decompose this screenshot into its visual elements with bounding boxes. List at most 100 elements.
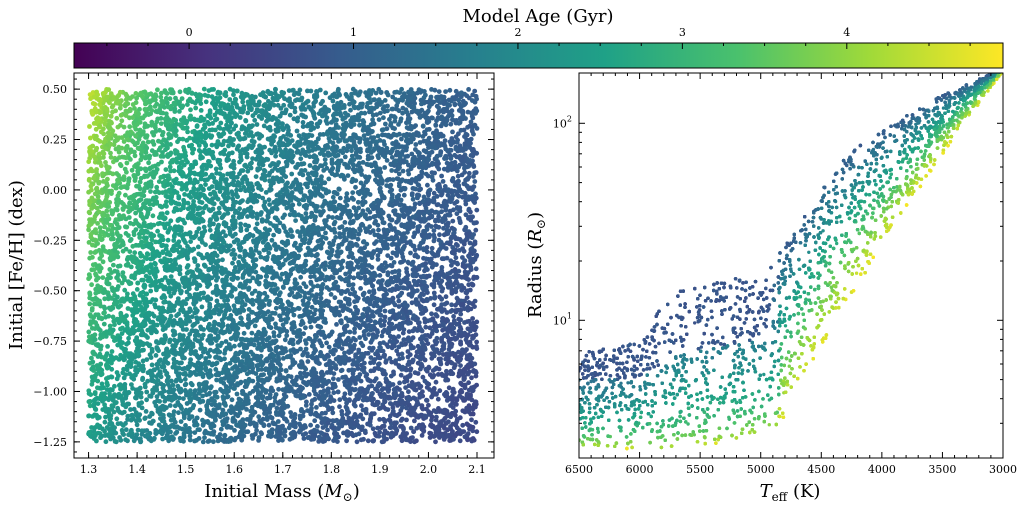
scatter-point	[416, 381, 421, 387]
scatter-point	[396, 268, 402, 274]
scatter-point	[87, 274, 93, 280]
scatter-point	[171, 238, 177, 243]
scatter-point	[286, 88, 292, 93]
scatter-point	[176, 410, 181, 416]
scatter-point	[279, 239, 285, 245]
scatter-point	[401, 426, 406, 432]
scatter-point	[412, 201, 418, 207]
scatter-point	[303, 211, 309, 216]
scatter-point	[438, 360, 443, 366]
scatter-point	[153, 125, 158, 130]
scatter-point	[94, 167, 99, 172]
scatter-point	[154, 345, 160, 350]
scatter-point	[298, 322, 304, 327]
scatter-point	[449, 302, 454, 308]
scatter-point	[346, 410, 351, 415]
scatter-point	[367, 209, 373, 215]
scatter-point	[376, 266, 382, 272]
scatter-point	[323, 230, 328, 236]
scatter-point	[90, 254, 95, 260]
scatter-point	[278, 367, 284, 373]
scatter-point	[218, 120, 224, 126]
scatter-point	[95, 378, 101, 384]
scatter-point	[227, 329, 233, 335]
scatter-point	[271, 330, 277, 335]
scatter-point	[449, 262, 454, 268]
scatter-point	[288, 227, 293, 233]
scatter-point	[422, 89, 427, 94]
scatter-point	[326, 299, 332, 305]
scatter-point	[158, 94, 164, 100]
scatter-point	[194, 315, 200, 321]
scatter-point	[158, 121, 164, 126]
scatter-point	[382, 165, 388, 170]
scatter-point	[378, 425, 384, 431]
scatter-point	[443, 377, 448, 383]
scatter-point	[474, 339, 479, 345]
scatter-point	[338, 249, 344, 255]
scatter-point	[377, 273, 383, 278]
scatter-point	[113, 108, 118, 114]
scatter-point	[154, 167, 160, 172]
scatter-point	[241, 330, 247, 336]
scatter-point	[185, 200, 191, 206]
scatter-point	[471, 164, 477, 170]
scatter-point	[358, 286, 363, 291]
scatter-point	[144, 357, 150, 362]
scatter-point	[354, 264, 360, 269]
scatter-point	[390, 177, 396, 183]
scatter-point	[441, 218, 446, 224]
scatter-point	[218, 387, 223, 392]
scatter-point	[149, 237, 155, 243]
scatter-point	[361, 436, 366, 442]
scatter-point	[217, 90, 223, 96]
scatter-point	[296, 253, 302, 259]
scatter-point	[326, 344, 332, 350]
scatter-point	[315, 283, 320, 289]
scatter-point	[381, 353, 387, 359]
scatter-point	[335, 168, 341, 173]
scatter-point	[182, 376, 188, 382]
scatter-point	[367, 230, 373, 235]
scatter-point	[187, 96, 193, 102]
scatter-point	[177, 89, 183, 95]
scatter-point	[275, 102, 281, 108]
scatter-point	[108, 150, 113, 156]
scatter-point	[377, 110, 383, 116]
scatter-point	[110, 387, 115, 393]
scatter-point	[215, 335, 221, 341]
scatter-point	[109, 349, 115, 354]
scatter-point	[114, 416, 120, 422]
scatter-point	[189, 414, 195, 419]
scatter-point	[125, 329, 131, 335]
scatter-point	[134, 95, 140, 101]
scatter-point	[362, 245, 367, 251]
scatter-point	[431, 228, 437, 234]
scatter-point	[323, 410, 328, 416]
scatter-point	[229, 150, 235, 156]
scatter-point	[375, 425, 381, 431]
scatter-point	[296, 201, 302, 207]
scatter-point	[245, 110, 251, 116]
scatter-point	[466, 369, 472, 375]
scatter-point	[258, 291, 263, 297]
scatter-point	[379, 216, 385, 222]
scatter-point	[216, 205, 222, 211]
scatter-point	[446, 385, 452, 391]
scatter-point	[306, 296, 312, 301]
scatter-point	[454, 211, 460, 217]
scatter-point	[137, 106, 142, 112]
scatter-point	[458, 317, 463, 323]
scatter-point	[417, 115, 423, 120]
scatter-point	[232, 343, 237, 349]
colorbar-tick-label: 4	[843, 26, 850, 39]
scatter-point	[431, 190, 437, 196]
scatter-point	[285, 180, 290, 186]
scatter-point	[290, 88, 295, 93]
scatter-point	[209, 402, 215, 407]
scatter-point	[437, 232, 442, 238]
scatter-point	[351, 218, 356, 224]
scatter-point	[188, 351, 194, 356]
colorbar-gradient	[73, 42, 1004, 69]
scatter-point	[436, 214, 441, 220]
